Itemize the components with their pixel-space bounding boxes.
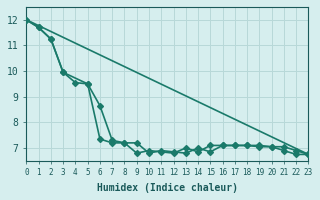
X-axis label: Humidex (Indice chaleur): Humidex (Indice chaleur) (97, 183, 238, 193)
